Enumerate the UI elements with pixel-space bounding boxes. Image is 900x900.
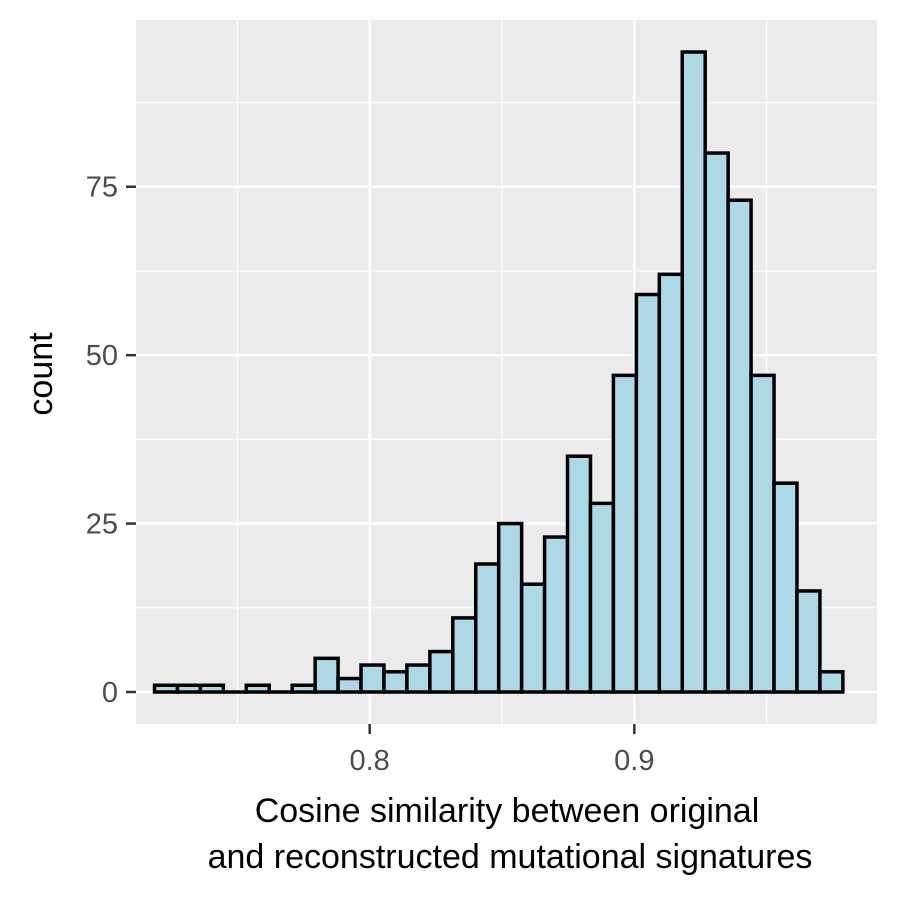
- histogram-bars: [152, 50, 845, 694]
- histogram-bar: [336, 676, 363, 694]
- histogram-bar: [244, 683, 271, 694]
- histogram-bar: [175, 683, 203, 694]
- histogram-bar: [657, 272, 684, 694]
- x-axis: 0.8 0.9: [350, 724, 654, 777]
- x-tick-label: 0.8: [350, 745, 390, 777]
- histogram-bar: [313, 656, 340, 694]
- histogram-bar: [290, 683, 317, 694]
- histogram-bar: [588, 501, 616, 694]
- histogram-bar: [703, 151, 730, 694]
- y-axis: 0 25 50 75: [86, 172, 136, 709]
- y-axis-title: count: [22, 332, 60, 416]
- x-axis-title-line-1: Cosine similarity between original: [255, 792, 760, 830]
- histogram-bar: [519, 582, 547, 694]
- histogram-bar: [382, 670, 409, 694]
- x-tick-label: 0.9: [614, 745, 654, 777]
- y-tick-label: 0: [102, 677, 118, 709]
- histogram-bar: [542, 535, 570, 694]
- histogram-bar: [611, 373, 639, 694]
- y-tick-label: 25: [86, 509, 118, 541]
- histogram-bar: [818, 670, 845, 694]
- histogram-bar: [496, 521, 524, 694]
- histogram-bar: [451, 616, 478, 694]
- histogram-bar: [795, 589, 822, 694]
- histogram-bar: [749, 373, 776, 694]
- histogram-bar: [428, 649, 455, 694]
- x-axis-title-line-2: and reconstructed mutational signatures: [208, 838, 813, 876]
- minor-gridlines: [136, 20, 877, 724]
- histogram-bar: [680, 50, 707, 694]
- histogram-bar: [359, 663, 386, 694]
- histogram-bar: [405, 663, 432, 694]
- histogram-bar: [473, 562, 501, 694]
- y-tick-label: 50: [86, 340, 118, 372]
- y-tick-label: 75: [86, 172, 118, 204]
- histogram-bar: [565, 454, 593, 694]
- histogram-bar: [198, 683, 226, 694]
- histogram-bar: [634, 292, 662, 694]
- histogram-bar: [726, 198, 753, 694]
- histogram-bar: [772, 481, 799, 694]
- histogram-bar: [152, 683, 180, 694]
